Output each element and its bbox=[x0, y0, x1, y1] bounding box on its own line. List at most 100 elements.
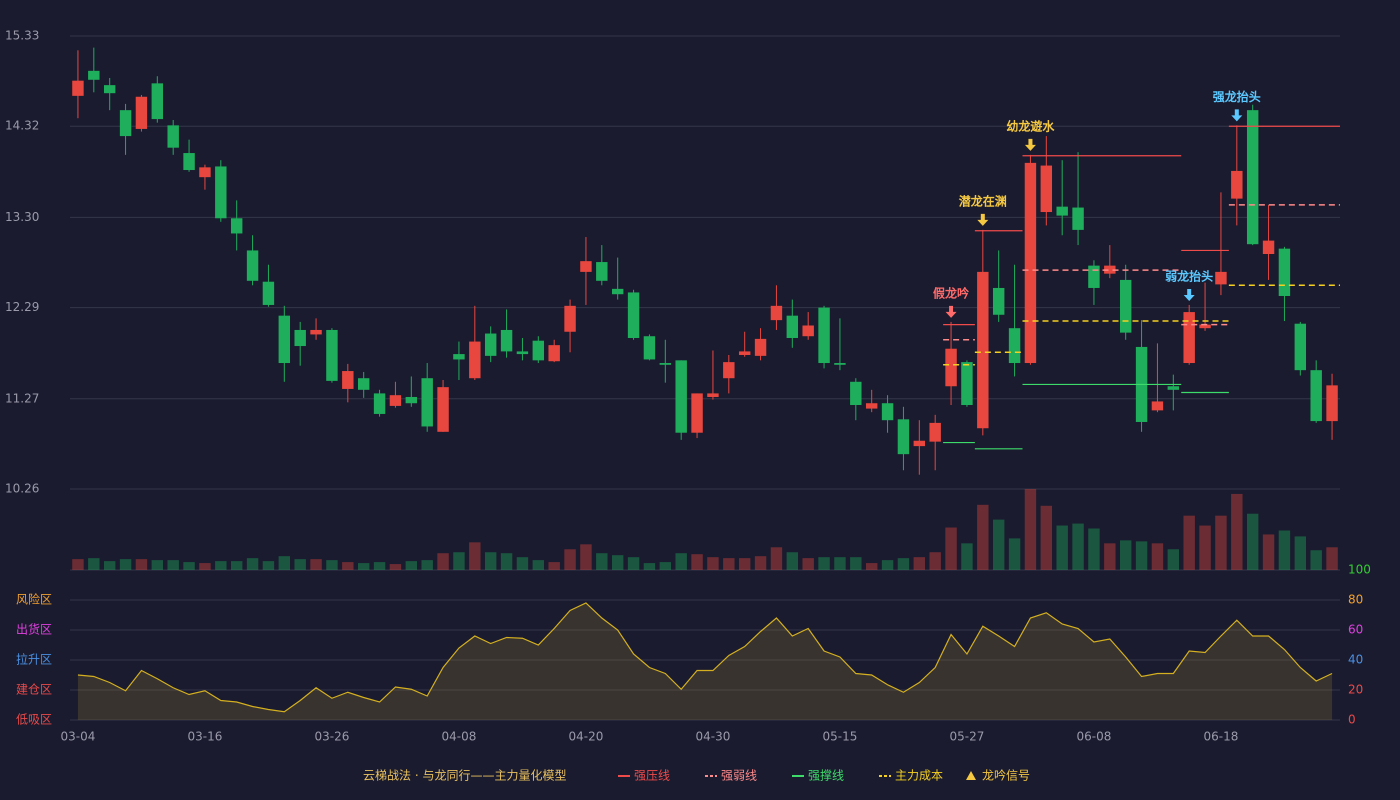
volume-bar bbox=[1104, 543, 1116, 570]
candle-body bbox=[215, 166, 227, 219]
volume-bar bbox=[199, 563, 211, 570]
candle-body bbox=[834, 363, 846, 365]
signal-label: 强龙抬头 bbox=[1213, 89, 1261, 104]
legend-swatch bbox=[966, 771, 976, 780]
volume-bar bbox=[119, 559, 132, 570]
y-tick-label: 13.30 bbox=[5, 210, 39, 224]
volume-bar bbox=[1294, 536, 1307, 570]
volume-bar bbox=[469, 542, 481, 570]
legend-label: 强弱线 bbox=[721, 769, 757, 783]
volume-bar bbox=[1278, 530, 1291, 570]
candle-body bbox=[1024, 162, 1037, 364]
candle-body bbox=[754, 338, 767, 356]
volume-bar bbox=[977, 504, 989, 570]
volume-bar bbox=[1183, 515, 1195, 570]
x-tick-label: 04-08 bbox=[442, 730, 477, 744]
volume-bar bbox=[1151, 543, 1164, 570]
y-tick-label: 11.27 bbox=[5, 391, 39, 405]
candle-body bbox=[453, 354, 465, 360]
candle-body bbox=[72, 80, 84, 96]
candle-body bbox=[183, 153, 195, 171]
signal-label: 潜龙在渊 bbox=[959, 193, 1007, 208]
x-tick-label: 03-04 bbox=[61, 730, 96, 744]
candle-body bbox=[1151, 401, 1164, 411]
candle-body bbox=[675, 360, 687, 433]
candle-body bbox=[405, 396, 418, 404]
candle-body bbox=[167, 125, 179, 148]
volume-bar bbox=[1088, 528, 1100, 570]
candle-body bbox=[437, 387, 449, 432]
volume-bar bbox=[215, 561, 227, 570]
volume-bar bbox=[580, 544, 592, 570]
volume-bar bbox=[1246, 513, 1259, 570]
volume-bar bbox=[897, 558, 910, 570]
volume-bar bbox=[357, 563, 370, 570]
volume-bar bbox=[278, 556, 291, 570]
volume-bar bbox=[532, 560, 545, 570]
volume-bar bbox=[770, 547, 783, 570]
volume-bar bbox=[405, 561, 418, 570]
volume-bar bbox=[691, 554, 703, 570]
candle-body bbox=[850, 381, 862, 406]
candle-body bbox=[199, 167, 211, 178]
candle-body bbox=[564, 305, 576, 332]
volume-bar bbox=[135, 559, 148, 570]
volume-bar bbox=[723, 558, 735, 570]
volume-bar bbox=[167, 560, 179, 570]
indicator-tick-label: 100 bbox=[1348, 563, 1371, 577]
volume-bar bbox=[1024, 489, 1037, 570]
candle-body bbox=[373, 393, 386, 414]
candle-body bbox=[1167, 386, 1180, 390]
candle-body bbox=[802, 325, 814, 337]
volume-bar bbox=[818, 557, 830, 570]
volume-bar bbox=[675, 553, 687, 570]
volume-bar bbox=[1167, 549, 1180, 570]
volume-bar bbox=[786, 552, 799, 570]
candle-body bbox=[1294, 323, 1307, 371]
volume-bar bbox=[627, 557, 640, 570]
volume-bar bbox=[246, 558, 259, 570]
volume-bar bbox=[1008, 538, 1021, 570]
x-tick-label: 06-08 bbox=[1077, 730, 1112, 744]
candle-body bbox=[865, 403, 878, 409]
volume-bar bbox=[643, 563, 656, 570]
candle-body bbox=[770, 305, 783, 321]
volume-bar bbox=[707, 557, 719, 570]
volume-bar bbox=[850, 557, 862, 570]
candle-body bbox=[992, 287, 1005, 315]
volume-bar bbox=[373, 562, 386, 570]
volume-bar bbox=[437, 553, 449, 570]
volume-bar bbox=[659, 562, 672, 570]
candle-body bbox=[1119, 279, 1132, 333]
y-tick-label: 14.32 bbox=[5, 119, 39, 133]
candle-body bbox=[1326, 385, 1338, 422]
signal-arrow bbox=[1183, 288, 1195, 301]
volume-bar bbox=[1119, 540, 1132, 570]
volume-bar bbox=[738, 558, 751, 570]
legend-label: 龙吟信号 bbox=[982, 768, 1030, 783]
volume-bar bbox=[1215, 515, 1227, 570]
x-tick-label: 05-27 bbox=[950, 730, 985, 744]
candle-body bbox=[500, 329, 513, 352]
volume-bar bbox=[865, 563, 878, 570]
signal-label: 弱龙抬头 bbox=[1165, 268, 1213, 283]
volume-bar bbox=[1135, 541, 1148, 570]
volume-bar bbox=[183, 562, 195, 570]
candle-body bbox=[611, 288, 624, 295]
legend-label: 强压线 bbox=[634, 769, 670, 783]
volume-bar bbox=[1326, 547, 1338, 570]
candle-body bbox=[627, 292, 640, 338]
indicator-tick-label: 0 bbox=[1348, 713, 1356, 727]
volume-bar bbox=[802, 558, 814, 570]
indicator-line bbox=[77, 602, 1333, 713]
candle-body bbox=[961, 362, 973, 406]
candle-body bbox=[342, 371, 354, 389]
candle-body bbox=[262, 281, 275, 305]
candle-body bbox=[246, 250, 259, 281]
candle-body bbox=[1262, 240, 1275, 255]
volume-bar bbox=[500, 553, 513, 570]
volume-bar bbox=[72, 559, 84, 570]
indicator-tick-label: 20 bbox=[1348, 683, 1363, 697]
legend-title: 云梯战法 · 与龙同行——主力量化模型 bbox=[363, 769, 566, 783]
